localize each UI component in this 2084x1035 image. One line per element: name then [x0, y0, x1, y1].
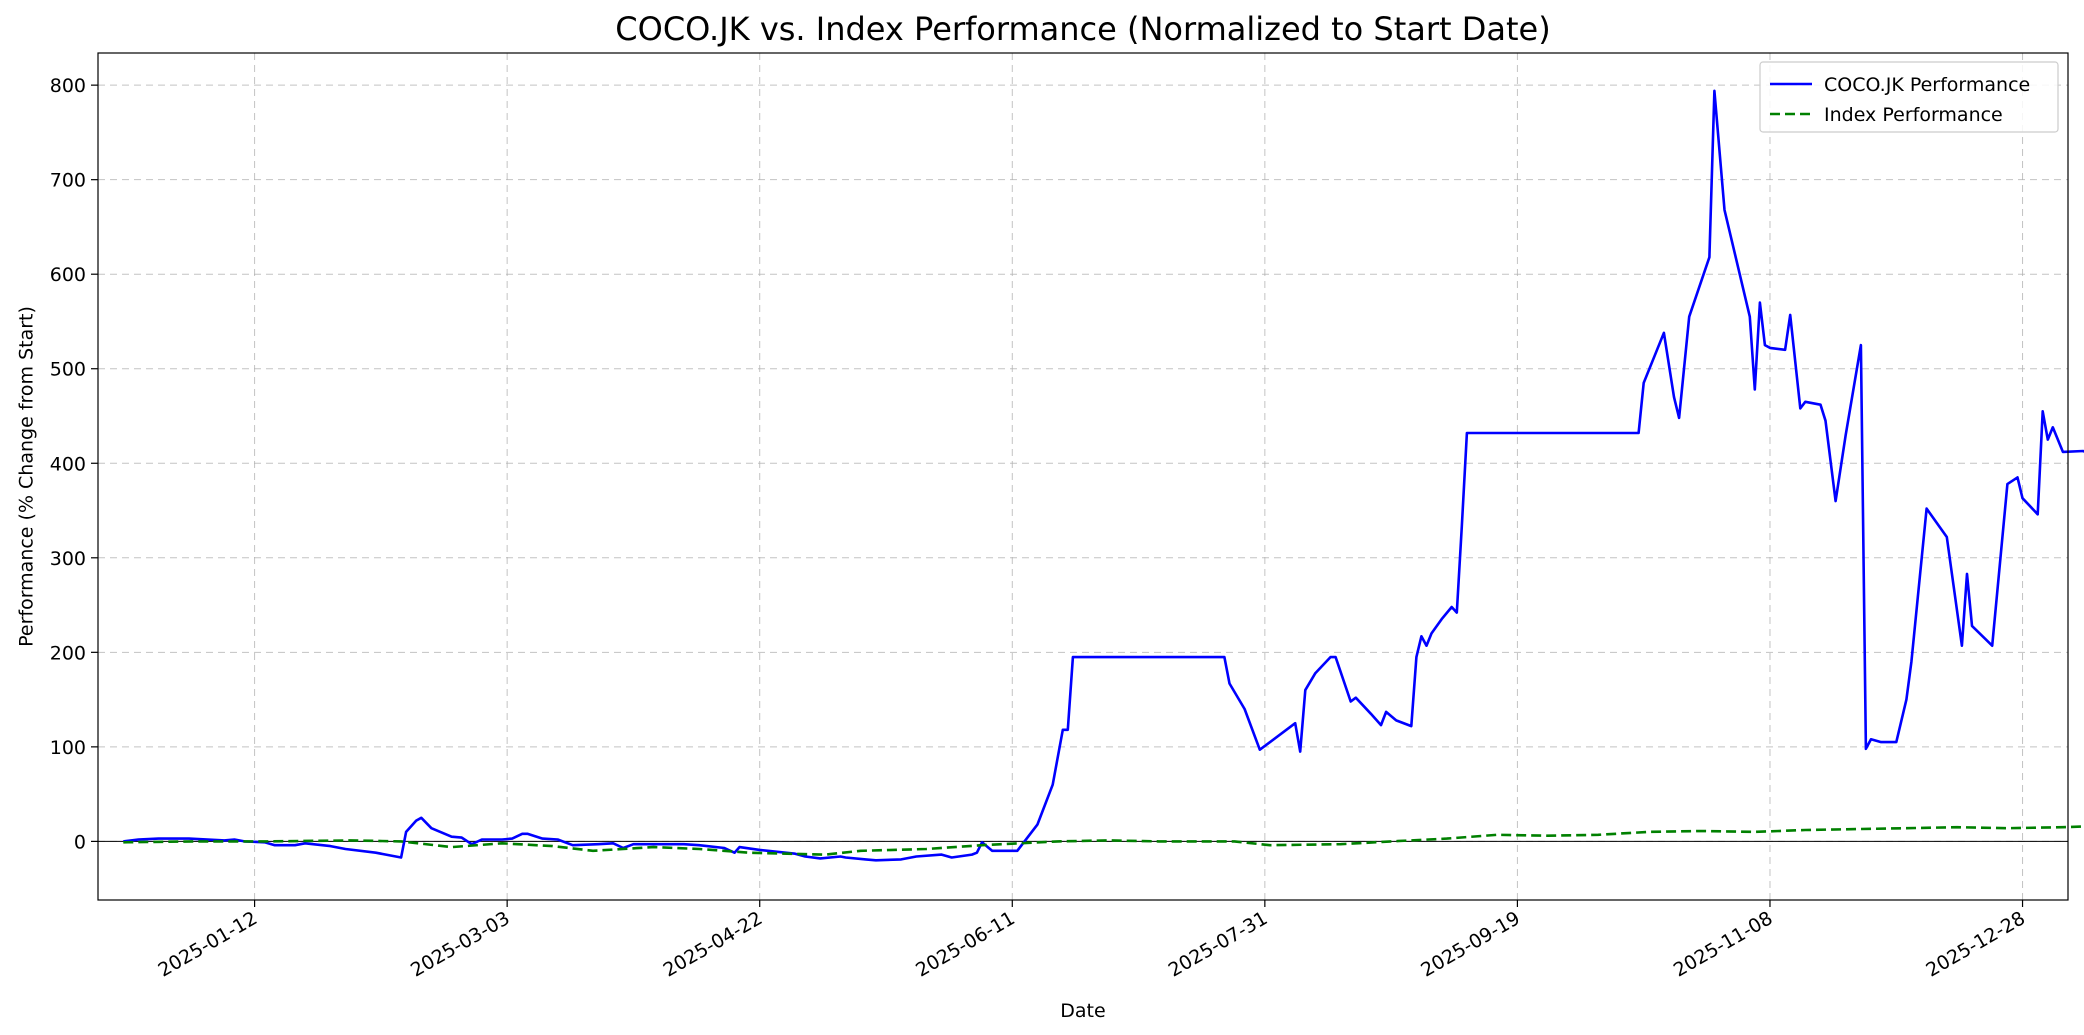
x-axis-label: Date: [1060, 1000, 1105, 1022]
chart-title: COCO.JK vs. Index Performance (Normalize…: [615, 10, 1550, 48]
legend-label-coco: COCO.JK Performance: [1824, 74, 2030, 96]
x-tick-label: 2025-07-31: [1165, 907, 1272, 981]
x-tick-label: 2025-11-08: [1670, 907, 1777, 981]
series-line-coco: [123, 89, 2084, 862]
y-tick-label: 0: [74, 831, 86, 853]
series-lines: [123, 89, 2084, 862]
legend-box: [1759, 61, 2059, 133]
x-tick-label: 2025-09-19: [1417, 907, 1524, 981]
y-axis-label: Performance (% Change from Start): [16, 306, 38, 647]
y-tick-label: 600: [50, 264, 86, 286]
y-tick-label: 800: [50, 75, 86, 97]
plot-frame: [97, 52, 2069, 901]
grid-lines: [98, 53, 2068, 900]
y-tick-label: 700: [50, 170, 86, 192]
series-line-index: [123, 825, 2084, 856]
x-tick-label: 2025-01-12: [154, 907, 261, 981]
x-tick-label: 2025-03-03: [407, 907, 514, 981]
y-tick-label: 500: [50, 359, 86, 381]
x-tick-label: 2025-04-22: [660, 907, 767, 981]
x-axis-ticks: 2025-01-12 2025-03-03 2025-04-22 2025-06-11…: [154, 900, 2029, 982]
legend: COCO.JK Performance Index Performance: [1759, 61, 2059, 133]
y-tick-label: 300: [50, 548, 86, 570]
y-axis-ticks: 0 100 200 300 400 500 600 700 800: [50, 75, 98, 853]
x-tick-label: 2025-06-11: [912, 907, 1019, 981]
y-tick-label: 100: [50, 737, 86, 759]
y-tick-label: 200: [50, 642, 86, 664]
x-tick-label: 2025-12-28: [1922, 907, 2029, 981]
legend-label-index: Index Performance: [1824, 104, 2003, 126]
y-tick-label: 400: [50, 453, 86, 475]
